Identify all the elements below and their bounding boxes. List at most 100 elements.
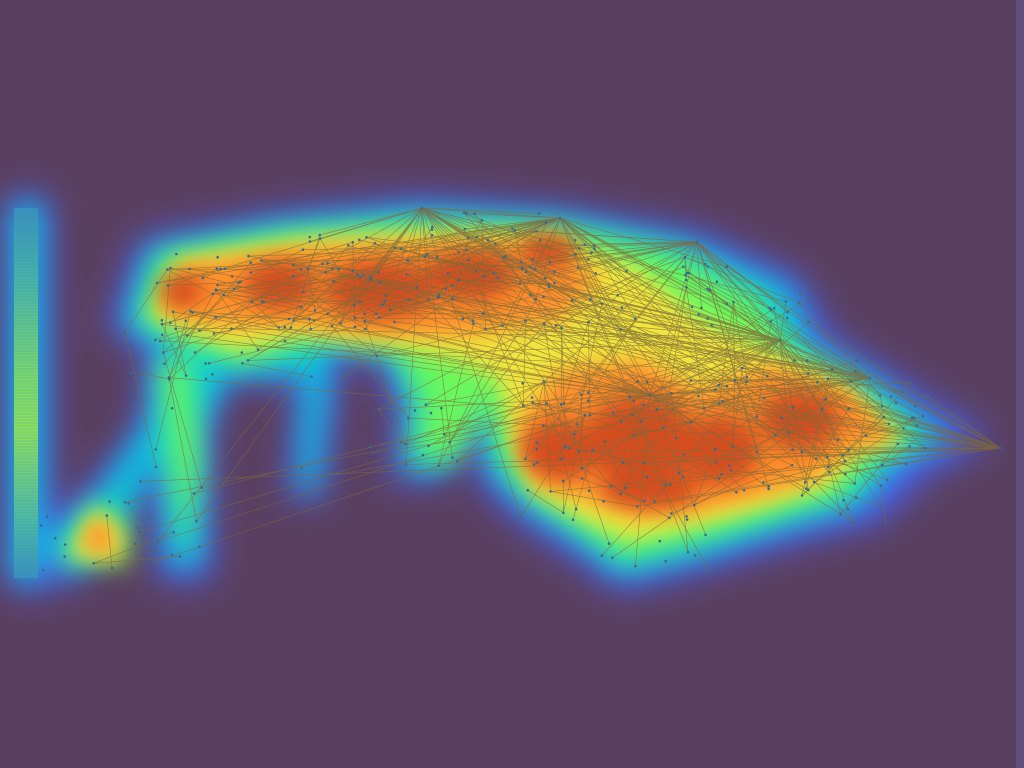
graph-node <box>167 378 171 381</box>
graph-edge <box>592 427 664 451</box>
graph-node <box>309 327 313 331</box>
graph-node <box>363 312 366 316</box>
graph-node <box>175 252 178 256</box>
graph-edge <box>559 217 856 484</box>
graph-edge <box>927 395 1001 449</box>
graph-node <box>332 280 335 283</box>
graph-edge <box>696 241 926 449</box>
graph-edge <box>186 294 224 336</box>
graph-node <box>573 432 576 436</box>
graph-edge <box>732 446 1001 449</box>
graph-edge <box>421 207 562 405</box>
graph-node <box>645 475 649 479</box>
graph-node <box>188 267 191 271</box>
graph-edge <box>565 446 720 479</box>
graph-edge <box>124 269 168 333</box>
graph-node <box>407 416 410 420</box>
graph-node <box>537 212 541 215</box>
graph-node <box>645 380 649 384</box>
graph-node <box>330 267 334 271</box>
graph-node <box>864 434 868 438</box>
graph-edge <box>649 394 716 450</box>
graph-edge <box>696 241 769 489</box>
graph-edge <box>622 403 720 463</box>
graph-node <box>241 362 244 365</box>
graph-edge <box>535 217 561 300</box>
graph-node <box>847 448 851 452</box>
graph-node <box>827 465 830 469</box>
graph-node <box>41 568 45 572</box>
graph-edge <box>827 456 841 515</box>
graph-edge <box>580 394 583 469</box>
graph-node <box>174 327 177 331</box>
graph-node <box>620 306 624 309</box>
graph-edge <box>523 320 526 406</box>
graph-node <box>457 278 461 282</box>
graph-edge <box>372 377 871 454</box>
graph-node <box>308 235 312 239</box>
graph-edge <box>690 321 809 423</box>
graph-edge <box>421 207 846 475</box>
graph-node <box>714 461 717 464</box>
graph-node <box>166 284 170 287</box>
graph-edge <box>364 276 484 315</box>
graph-node <box>767 484 771 488</box>
graph-node <box>436 255 439 259</box>
graph-edge <box>633 435 710 572</box>
graph-node <box>704 533 707 537</box>
graph-edge <box>466 250 523 270</box>
graph-node <box>156 540 160 543</box>
graph-edge <box>620 380 692 495</box>
graph-edge <box>462 241 698 320</box>
graph-node <box>803 481 807 484</box>
graph-node <box>681 475 685 479</box>
graph-node <box>575 422 579 426</box>
graph-node <box>593 247 596 251</box>
graph-edge <box>364 321 406 445</box>
legend-bar <box>14 208 38 578</box>
graph-node <box>531 258 534 261</box>
graph-node <box>531 401 534 404</box>
graph-edge <box>464 217 561 230</box>
graph-edge <box>170 267 651 396</box>
graph-node <box>292 263 295 267</box>
graph-edge <box>421 207 926 449</box>
graph-edge <box>231 328 781 341</box>
graph-node <box>184 374 188 377</box>
graph-edge <box>635 394 651 567</box>
graph-edge <box>421 207 769 490</box>
graph-edge <box>408 417 1001 449</box>
graph-node <box>805 359 809 362</box>
graph-node <box>214 315 218 319</box>
graph-node <box>884 520 887 524</box>
graph-edge <box>654 339 781 502</box>
graph-node <box>530 396 534 399</box>
graph-edge <box>378 409 402 443</box>
graph-node <box>603 440 606 444</box>
graph-node <box>609 484 613 488</box>
graph-node <box>926 394 929 398</box>
graph-edge <box>307 268 316 311</box>
graph-node <box>741 366 744 370</box>
graph-node <box>842 499 845 502</box>
graph-edge <box>775 377 871 436</box>
graph-edge <box>601 484 667 556</box>
graph-node <box>493 242 497 245</box>
graph-edge <box>559 217 689 553</box>
graph-node <box>785 316 789 320</box>
graph-node <box>337 267 341 271</box>
graph-node <box>814 457 818 461</box>
graph-node <box>690 305 694 309</box>
graph-node <box>742 488 746 492</box>
graph-node <box>308 317 311 321</box>
graph-node <box>222 293 225 297</box>
graph-edge <box>293 245 349 321</box>
graph-node <box>547 285 551 289</box>
graph-node <box>237 281 240 285</box>
graph-edge <box>686 272 771 309</box>
graph-edge <box>543 323 565 448</box>
graph-edge <box>559 217 677 439</box>
graph-edge <box>466 213 591 300</box>
graph-node <box>330 324 334 328</box>
graph-edge <box>438 217 561 466</box>
